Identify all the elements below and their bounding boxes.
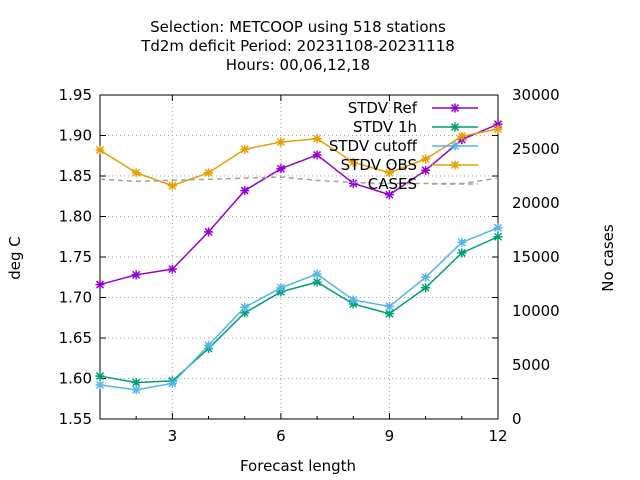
y2-tick-label: 25000 (512, 140, 560, 158)
data-point-stdv-cutoff (312, 269, 322, 279)
series-line-stdv-obs (99, 128, 499, 187)
y2-tick-label: 20000 (512, 194, 560, 212)
title-line-2: Td2m deficit Period: 20231108-20231118 (140, 37, 455, 55)
data-point-stdv-obs (95, 145, 105, 155)
data-point-stdv-cutoff (204, 340, 214, 350)
data-point-stdv-obs (384, 168, 394, 178)
data-point-stdv-ref (240, 186, 250, 196)
data-point-stdv-ref (384, 190, 394, 200)
data-point-stdv-obs (312, 134, 322, 144)
x-tick-label: 9 (385, 427, 395, 445)
data-point-stdv-cutoff (95, 380, 105, 390)
y-tick-label: 1.75 (59, 248, 92, 266)
data-point-stdv-obs (457, 131, 467, 141)
y-tick-label: 1.70 (59, 289, 92, 307)
data-point-stdv-cutoff (493, 223, 503, 233)
data-point-stdv-obs (240, 144, 250, 154)
data-point-stdv-obs (204, 168, 214, 178)
data-point-stdv-1h (95, 371, 105, 381)
data-point-stdv-obs (167, 181, 177, 191)
y-tick-label: 1.90 (59, 127, 92, 145)
title-line-3: Hours: 00,06,12,18 (226, 56, 370, 74)
grid (100, 95, 498, 419)
data-point-stdv-obs (348, 157, 358, 167)
y2-tick-label: 10000 (512, 302, 560, 320)
data-point-stdv-cutoff (276, 283, 286, 293)
legend-label-stdv-cutoff: STDV cutoff (329, 137, 418, 155)
x-tick-label: 12 (488, 427, 507, 445)
chart-title: Selection: METCOOP using 518 stations Td… (140, 18, 455, 74)
data-point-stdv-obs (131, 168, 141, 178)
x-axis-label: Forecast length (240, 457, 356, 475)
legend-marker-stdv-1h (450, 122, 460, 132)
data-point-stdv-cutoff (348, 295, 358, 305)
y2-tick-label: 30000 (512, 86, 560, 104)
data-point-stdv-ref (131, 270, 141, 280)
legend-marker-stdv-ref (450, 103, 460, 113)
data-point-stdv-ref (95, 280, 105, 290)
y-axis-label: deg C (6, 236, 24, 280)
y2-tick-label: 15000 (512, 248, 560, 266)
series-line-stdv-1h (99, 236, 499, 384)
data-point-stdv-obs (493, 124, 503, 134)
x-tick-label: 6 (276, 427, 286, 445)
data-point-stdv-cutoff (131, 385, 141, 395)
data-point-stdv-ref (167, 264, 177, 274)
series-line-stdv-cutoff (99, 227, 499, 391)
y2-axis-label: No cases (599, 224, 617, 292)
data-point-stdv-ref (348, 178, 358, 188)
legend-label-cases: CASES (368, 175, 417, 193)
y-tick-label: 1.85 (59, 167, 92, 185)
y-tick-label: 1.55 (59, 410, 92, 428)
series-line-stdv-ref (99, 123, 499, 286)
tick-labels: 1.55 1.60 1.65 1.70 1.75 1.80 1.85 1.90 1.95 0 500… (59, 86, 560, 445)
plot-frame (99, 94, 499, 420)
y2-tick-label: 5000 (512, 356, 550, 374)
legend-label-stdv-obs: STDV OBS (341, 156, 417, 174)
legend-marker-stdv-cutoff (450, 141, 460, 151)
data-point-stdv-ref (312, 150, 322, 160)
series-group (95, 119, 503, 395)
y-tick-label: 1.95 (59, 86, 92, 104)
legend-label-stdv-1h: STDV 1h (353, 118, 417, 136)
data-point-stdv-cutoff (240, 302, 250, 312)
y-tick-label: 1.80 (59, 208, 92, 226)
data-point-stdv-obs (421, 154, 431, 164)
data-point-stdv-1h (421, 283, 431, 293)
data-point-stdv-ref (421, 165, 431, 175)
title-line-1: Selection: METCOOP using 518 stations (150, 18, 446, 36)
x-tick-label: 3 (168, 427, 178, 445)
y-tick-label: 1.60 (59, 370, 92, 388)
data-point-stdv-ref (276, 164, 286, 174)
series-line-cases (99, 176, 499, 185)
data-point-stdv-1h (312, 277, 322, 287)
data-point-stdv-1h (493, 232, 503, 242)
data-point-stdv-cutoff (457, 237, 467, 247)
data-point-stdv-cutoff (384, 301, 394, 311)
legend-label-stdv-ref: STDV Ref (348, 99, 418, 117)
data-point-stdv-ref (204, 227, 214, 237)
data-point-stdv-cutoff (167, 378, 177, 388)
legend-marker-stdv-obs (450, 160, 460, 170)
data-point-stdv-1h (457, 248, 467, 258)
data-point-stdv-cutoff (421, 272, 431, 282)
axes (99, 94, 499, 420)
y2-tick-label: 0 (512, 410, 522, 428)
y-tick-label: 1.65 (59, 329, 92, 347)
data-point-stdv-obs (276, 137, 286, 147)
